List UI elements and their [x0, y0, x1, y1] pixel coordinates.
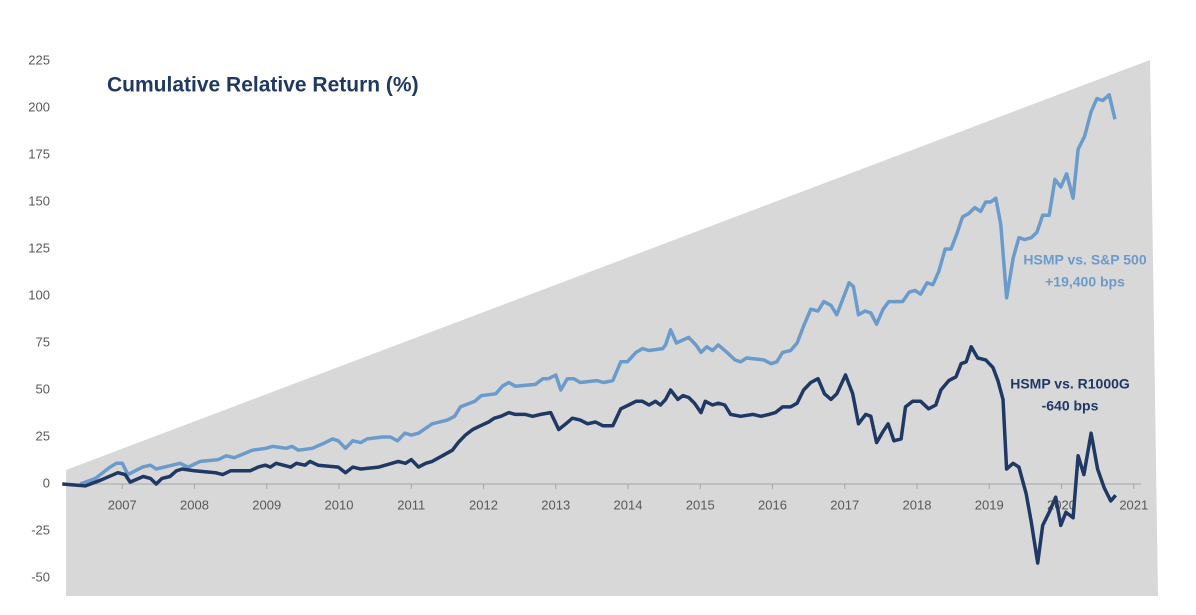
x-tick-label: 2008 — [180, 497, 209, 512]
x-tick-label: 2007 — [108, 497, 137, 512]
y-tick-label: -50 — [31, 569, 50, 584]
y-tick-label: 0 — [43, 475, 50, 490]
x-tick-label: 2017 — [830, 497, 859, 512]
x-tick-label: 2010 — [325, 497, 354, 512]
x-tick-label: 2011 — [397, 497, 425, 512]
background-wedge — [66, 60, 1158, 596]
x-tick-label: 2015 — [686, 497, 715, 512]
annotation: HSMP vs. R1000G — [1010, 376, 1130, 392]
x-tick-label: 2014 — [614, 497, 643, 512]
y-tick-label: 100 — [28, 287, 50, 302]
annotation: HSMP vs. S&P 500 — [1023, 252, 1146, 268]
chart-title: Cumulative Relative Return (%) — [107, 74, 419, 97]
x-tick-label: 2013 — [541, 497, 570, 512]
y-tick-label: 200 — [28, 99, 50, 114]
y-tick-label: 225 — [28, 52, 50, 67]
x-tick-label: 2016 — [758, 497, 787, 512]
x-tick-label: 2012 — [469, 497, 498, 512]
series-line — [79, 93, 1117, 486]
x-tick-label: 2021 — [1119, 497, 1148, 512]
y-tick-label: 175 — [28, 146, 50, 161]
y-tick-label: 50 — [36, 381, 50, 396]
x-tick-label: 2009 — [252, 497, 281, 512]
annotation: -640 bps — [1042, 398, 1099, 414]
y-tick-label: 125 — [28, 240, 50, 255]
y-tick-label: -25 — [31, 522, 50, 537]
x-tick-label: 2018 — [903, 497, 932, 512]
annotation: +19,400 bps — [1045, 274, 1125, 290]
y-tick-label: 75 — [36, 334, 50, 349]
x-tick-label: 2019 — [975, 497, 1004, 512]
y-tick-label: 150 — [28, 193, 50, 208]
series-line — [62, 345, 1118, 565]
y-tick-label: 25 — [36, 428, 50, 443]
